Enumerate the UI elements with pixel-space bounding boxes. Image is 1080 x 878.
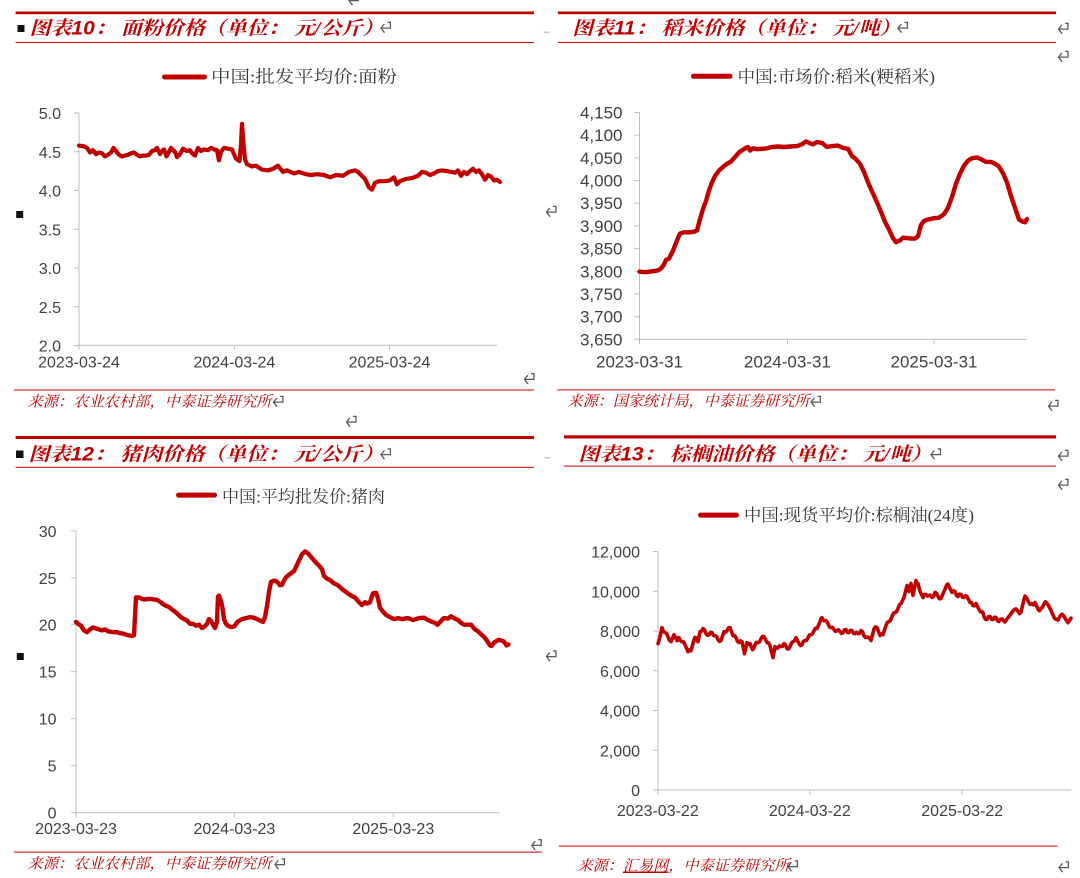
svg-text:5.0: 5.0 [39, 106, 61, 123]
svg-text:4.0: 4.0 [39, 184, 61, 201]
svg-text:中国:平均批发价:猪肉: 中国:平均批发价:猪肉 [222, 488, 385, 507]
svg-text:2024-03-23: 2024-03-23 [193, 821, 275, 838]
svg-text:25: 25 [39, 571, 57, 588]
svg-text:12,000: 12,000 [591, 545, 640, 562]
svg-text:2.0: 2.0 [39, 339, 61, 356]
svg-text:2023-03-31: 2023-03-31 [596, 353, 683, 372]
svg-text:4,000: 4,000 [580, 172, 623, 191]
svg-text:3,750: 3,750 [580, 285, 623, 304]
svg-text:4.5: 4.5 [39, 145, 61, 162]
svg-text:10,000: 10,000 [591, 584, 640, 601]
svg-text:2024-03-24: 2024-03-24 [193, 355, 275, 372]
svg-text:4,000: 4,000 [600, 704, 640, 721]
svg-text:0: 0 [631, 783, 640, 800]
svg-text:5: 5 [48, 759, 57, 776]
svg-text:30: 30 [39, 524, 57, 541]
svg-text:来源：农业农村部，中泰证券研究所: 来源：农业农村部，中泰证券研究所 [28, 856, 275, 873]
svg-text:15: 15 [39, 665, 57, 682]
svg-text:3,800: 3,800 [580, 262, 623, 281]
svg-text:3,950: 3,950 [580, 194, 623, 213]
svg-text:3.5: 3.5 [39, 222, 61, 239]
svg-text:2.5: 2.5 [39, 300, 61, 317]
svg-text:2024-03-22: 2024-03-22 [769, 803, 851, 820]
svg-text:中国:现货平均价:棕榈油(24度): 中国:现货平均价:棕榈油(24度) [744, 506, 974, 525]
svg-text:2025-03-22: 2025-03-22 [921, 803, 1003, 820]
svg-text:2025-03-23: 2025-03-23 [352, 821, 434, 838]
svg-text:4,050: 4,050 [580, 149, 623, 168]
svg-text:2025-03-24: 2025-03-24 [349, 355, 431, 372]
svg-text:8,000: 8,000 [600, 624, 640, 641]
svg-text:中国:市场价:稻米(粳稻米): 中国:市场价:稻米(粳稻米) [738, 68, 936, 87]
svg-text:4,150: 4,150 [580, 104, 623, 123]
svg-text:4,100: 4,100 [580, 126, 623, 145]
svg-text:2,000: 2,000 [600, 743, 640, 760]
svg-text:来源：农业农村部，中泰证券研究所: 来源：农业农村部，中泰证券研究所 [28, 394, 275, 411]
svg-text:3,700: 3,700 [580, 308, 623, 327]
svg-text:3,850: 3,850 [580, 240, 623, 259]
svg-text:来源：国家统计局，中泰证券研究所: 来源：国家统计局，中泰证券研究所 [568, 393, 813, 410]
svg-text:10: 10 [39, 712, 57, 729]
svg-text:中国:批发平均价:面粉: 中国:批发平均价:面粉 [211, 68, 397, 87]
svg-text:2023-03-24: 2023-03-24 [38, 355, 120, 372]
svg-text:2024-03-31: 2024-03-31 [744, 353, 831, 372]
svg-text:3.0: 3.0 [39, 261, 61, 278]
svg-text:来源：汇易网，中泰证券研究所: 来源：汇易网，中泰证券研究所 [578, 858, 793, 875]
svg-text:3,900: 3,900 [580, 217, 623, 236]
svg-text:2025-03-31: 2025-03-31 [891, 353, 978, 372]
svg-text:20: 20 [39, 618, 57, 635]
svg-text:3,650: 3,650 [580, 330, 623, 349]
svg-text:6,000: 6,000 [600, 664, 640, 681]
svg-text:2023-03-22: 2023-03-22 [617, 803, 699, 820]
svg-text:0: 0 [48, 806, 57, 823]
svg-text:2023-03-23: 2023-03-23 [35, 821, 117, 838]
